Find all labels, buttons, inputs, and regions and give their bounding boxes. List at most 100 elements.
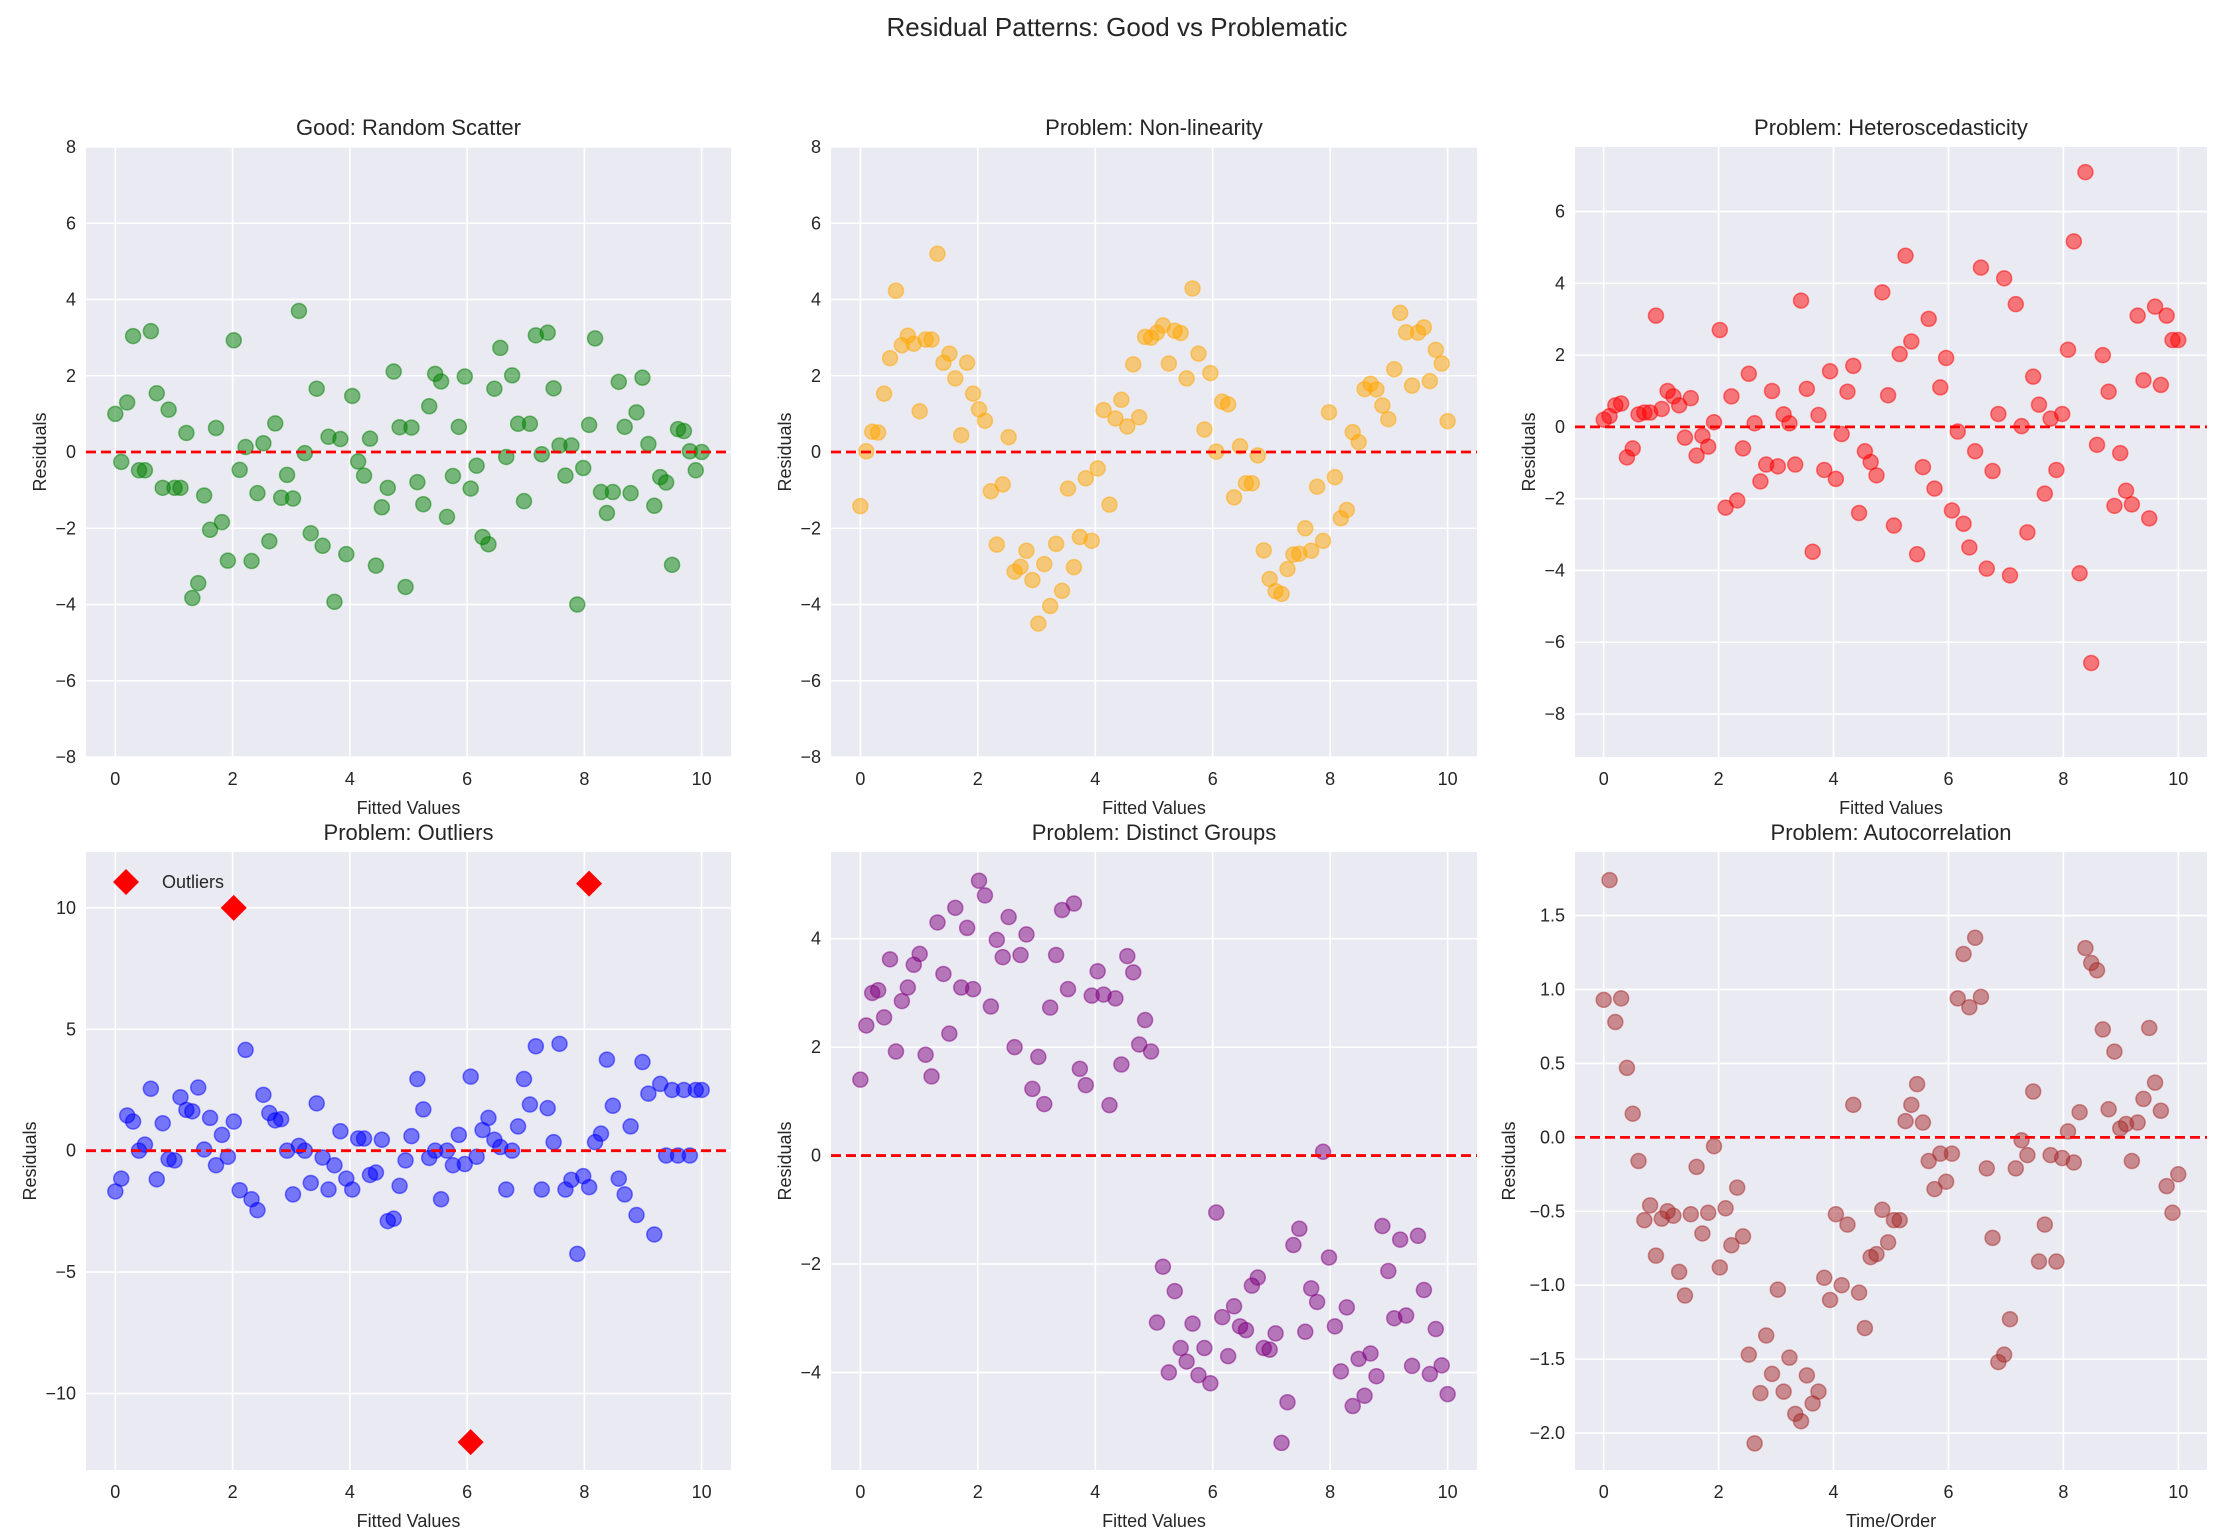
data-point <box>923 331 940 348</box>
data-point <box>545 380 562 397</box>
data-point <box>1775 1383 1792 1400</box>
x-tick-label: 4 <box>1829 769 1839 789</box>
data-point <box>1786 456 1804 473</box>
data-point <box>958 354 976 372</box>
data-point <box>1728 1179 1746 1196</box>
data-point <box>1320 404 1338 421</box>
data-point <box>1385 361 1403 378</box>
data-point <box>2071 1103 2088 1121</box>
data-point <box>640 1085 657 1102</box>
data-point <box>326 1156 343 1174</box>
data-point <box>272 1110 290 1128</box>
y-tick-label: −4 <box>55 595 76 615</box>
y-axis-label: Residuals <box>30 412 50 491</box>
data-point <box>1297 520 1314 537</box>
y-tick-label: 2 <box>1555 345 1565 365</box>
data-point <box>1130 409 1148 426</box>
data-point <box>551 1035 568 1053</box>
data-point <box>1798 1367 1816 1384</box>
data-point <box>1740 1346 1758 1363</box>
data-point <box>1142 1043 1160 1060</box>
data-point <box>1972 259 1990 276</box>
y-axis-label: Residuals <box>20 1121 40 1200</box>
data-point <box>1990 405 2007 423</box>
data-point <box>391 1177 408 1195</box>
data-point <box>1792 292 1810 309</box>
data-point <box>1908 546 1926 563</box>
data-point <box>1920 310 1937 328</box>
data-point <box>1237 1321 1255 1339</box>
data-point <box>1728 492 1746 509</box>
data-point <box>243 552 260 570</box>
y-tick-label: 1.5 <box>1540 906 1565 926</box>
data-point <box>976 887 994 904</box>
data-point <box>403 419 420 436</box>
data-point <box>1891 345 1908 363</box>
data-point <box>1344 1397 1361 1415</box>
x-tick-label: 2 <box>228 769 238 789</box>
data-point <box>1903 1096 1920 1114</box>
data-point <box>1041 597 1059 615</box>
data-point <box>124 327 142 345</box>
data-point <box>207 419 225 437</box>
data-point <box>1868 467 1885 484</box>
data-point <box>1314 532 1332 550</box>
data-point <box>1059 980 1077 998</box>
y-tick-label: 2 <box>66 366 76 386</box>
data-point <box>1012 558 1029 576</box>
data-point <box>1908 1075 1926 1093</box>
y-tick-label: 0.5 <box>1540 1053 1565 1073</box>
data-point <box>1196 421 1213 438</box>
y-tick-label: −4 <box>800 595 821 615</box>
data-point <box>1647 1247 1665 1264</box>
data-point <box>1326 1318 1344 1335</box>
data-point <box>1699 1204 1717 1221</box>
data-point <box>1624 440 1641 457</box>
data-point <box>415 495 432 513</box>
subplot-title: Problem: Autocorrelation <box>1771 820 2012 845</box>
data-point <box>941 345 958 362</box>
data-point <box>343 1181 361 1198</box>
data-point <box>1850 504 1868 522</box>
data-point <box>1885 517 1903 534</box>
data-point <box>166 1152 183 1169</box>
data-point <box>1243 475 1261 492</box>
data-point <box>225 1113 243 1130</box>
data-point <box>1827 1205 1845 1223</box>
data-point <box>545 1133 562 1151</box>
outlier-diamond <box>457 1429 484 1456</box>
data-point <box>1006 1038 1023 1056</box>
data-point <box>1065 558 1083 576</box>
data-point <box>1338 1299 1356 1316</box>
data-point <box>480 536 497 553</box>
data-point <box>1781 1349 1798 1366</box>
x-tick-label: 2 <box>228 1482 238 1502</box>
scatter-series <box>852 245 1456 632</box>
data-point <box>2135 371 2152 389</box>
data-point <box>2111 444 2129 462</box>
data-point <box>2030 396 2048 413</box>
data-point <box>1053 582 1071 600</box>
data-point <box>604 483 622 501</box>
data-point <box>1124 964 1142 981</box>
data-point <box>1427 1320 1445 1338</box>
y-tick-label: −2 <box>1544 489 1565 509</box>
outlier-diamond <box>220 894 247 921</box>
data-point <box>1427 341 1445 359</box>
data-point <box>1723 388 1740 405</box>
data-point <box>1595 991 1612 1009</box>
data-point <box>1821 1291 1839 1309</box>
x-tick-label: 8 <box>2058 1482 2068 1502</box>
data-point <box>2013 1132 2030 1149</box>
data-point <box>1740 365 1758 383</box>
data-point <box>982 998 1000 1015</box>
data-point <box>1926 1180 1943 1198</box>
y-tick-label: 0.0 <box>1540 1127 1565 1147</box>
y-tick-label: −8 <box>55 747 76 767</box>
data-point <box>349 453 367 470</box>
data-point <box>1231 438 1249 455</box>
data-point <box>1978 560 1996 577</box>
data-point <box>462 1068 479 1085</box>
data-point <box>136 462 154 479</box>
x-tick-label: 8 <box>1325 769 1335 789</box>
